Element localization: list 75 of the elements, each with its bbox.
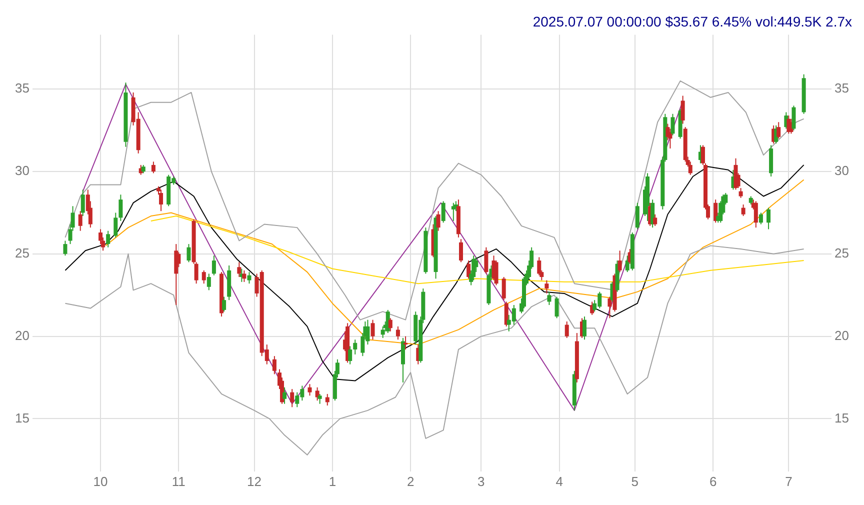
- candlestick: [80, 189, 85, 217]
- candlestick: [247, 272, 252, 284]
- y-tick-label: 20: [14, 328, 30, 343]
- candlestick: [63, 240, 68, 256]
- candlestick: [325, 393, 330, 406]
- y2-tick-label: 20: [834, 328, 850, 343]
- y-tick-label: 15: [14, 410, 30, 426]
- x-tick-label: 3: [478, 474, 485, 489]
- candlestick: [758, 212, 763, 225]
- candlestick: [635, 202, 640, 230]
- candlestick: [242, 270, 246, 282]
- candlestick: [754, 200, 758, 228]
- candlestick: [653, 214, 658, 226]
- candlestick: [544, 280, 549, 294]
- candlestick: [272, 356, 276, 375]
- x-tick-label: 10: [93, 474, 108, 489]
- candlestick: [680, 95, 685, 124]
- candlestick: [484, 246, 488, 274]
- candlestick: [670, 113, 675, 136]
- candlestick: [564, 320, 569, 338]
- candlestick: [202, 270, 206, 284]
- candlestick: [118, 194, 123, 222]
- x-tick-label: 2: [406, 474, 414, 489]
- candlestick: [618, 250, 622, 273]
- candlestick: [401, 337, 406, 383]
- candlestick: [290, 388, 294, 408]
- candlestick: [388, 318, 392, 332]
- candlestick: [315, 386, 320, 402]
- candlestick: [353, 339, 358, 355]
- candlestick: [282, 386, 287, 404]
- candlestick: [776, 122, 781, 140]
- candlestick: [741, 204, 746, 217]
- y2-tick-label: 25: [834, 246, 850, 260]
- candlestick: [738, 188, 743, 198]
- x-tick-label: 11: [172, 474, 186, 489]
- candlestick: [308, 384, 312, 396]
- x-tick-label: 6: [709, 474, 717, 489]
- candlestick: [792, 105, 796, 131]
- candlestick: [441, 200, 446, 224]
- candlestick: [114, 212, 118, 238]
- candlestick: [151, 161, 156, 174]
- candlestick: [582, 316, 587, 340]
- candlestick: [547, 291, 552, 306]
- candlestick: [318, 393, 322, 404]
- x-tick-label: 12: [247, 474, 262, 489]
- candlestick: [348, 346, 352, 365]
- y2-tick-label: 35: [834, 80, 850, 96]
- candlestick: [554, 296, 559, 319]
- candlestick: [668, 128, 672, 149]
- candlestick: [212, 255, 216, 276]
- candlestick: [186, 244, 191, 263]
- candlestick: [396, 326, 400, 340]
- candlestick: [78, 210, 82, 232]
- y2-tick-label: 30: [834, 163, 850, 178]
- y-tick-label: 30: [14, 163, 30, 178]
- candlestick: [159, 189, 164, 212]
- candlestick: [766, 207, 771, 230]
- candlestick: [206, 273, 211, 291]
- candlestick: [502, 276, 506, 301]
- y-tick-label: 25: [14, 246, 30, 260]
- candlestick: [106, 230, 110, 248]
- y-tick-label: 35: [14, 80, 30, 96]
- x-tick-label: 4: [556, 474, 563, 489]
- chart-title: 2025.07.07 00:00:00 $35.67 6.45% vol:449.5K 2.7x: [532, 13, 852, 30]
- candlestick: [237, 262, 242, 278]
- x-tick-label: 7: [785, 474, 792, 489]
- candlestick: [370, 319, 375, 340]
- candlestick: [436, 210, 440, 232]
- candlestick: [504, 301, 508, 327]
- candlestick: [222, 296, 226, 312]
- x-tick-label: 5: [631, 474, 639, 489]
- candlestick: [404, 336, 408, 350]
- y2-tick-label: 15: [834, 410, 850, 426]
- x-tick-label: 1: [328, 474, 336, 489]
- candlestick: [458, 238, 463, 263]
